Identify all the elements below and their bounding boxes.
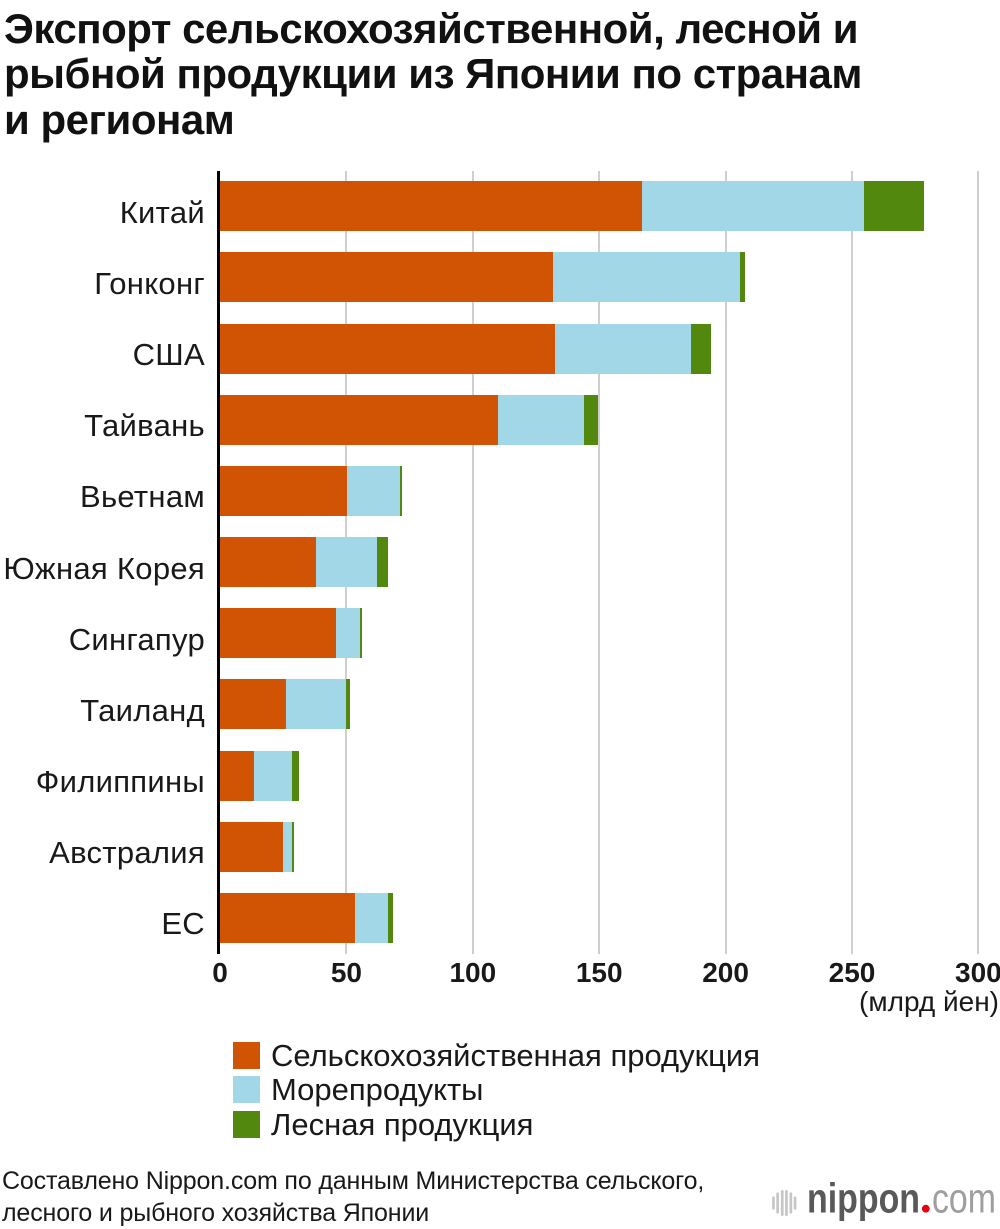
svg-text:nippon: nippon (807, 1175, 920, 1222)
svg-text:com: com (932, 1175, 996, 1222)
